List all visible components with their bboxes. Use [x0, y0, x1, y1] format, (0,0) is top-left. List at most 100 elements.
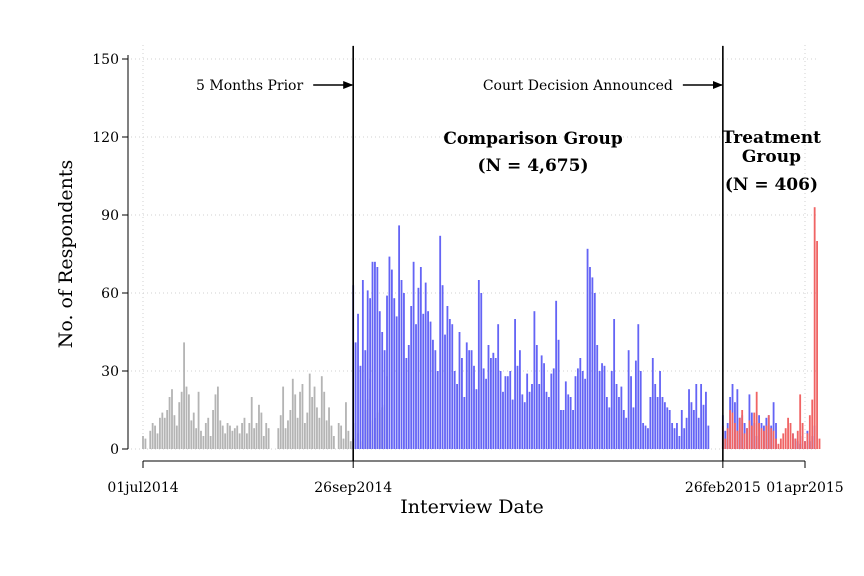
bar	[422, 313, 425, 449]
bar	[248, 423, 251, 449]
bar	[168, 397, 171, 449]
bar	[444, 334, 446, 449]
bar	[231, 430, 234, 449]
bar	[316, 407, 318, 449]
bar	[627, 350, 630, 449]
bar	[468, 350, 471, 449]
bar	[195, 428, 198, 449]
bar	[620, 386, 623, 449]
bar	[448, 319, 451, 449]
bar	[813, 207, 816, 449]
bar	[736, 389, 739, 449]
y-tick-label: 150	[92, 52, 119, 68]
bar	[320, 376, 323, 449]
bar	[543, 363, 545, 449]
bar	[190, 420, 193, 449]
bar	[601, 363, 603, 449]
bar	[415, 324, 417, 449]
bar	[526, 373, 529, 449]
bar	[659, 371, 661, 449]
bar	[734, 423, 736, 449]
bar	[429, 321, 432, 449]
bar	[197, 391, 200, 449]
bar	[323, 391, 326, 449]
group-label-line: Treatment	[722, 128, 821, 148]
bar	[224, 433, 227, 449]
bar	[410, 306, 413, 449]
bar	[219, 420, 222, 449]
bar	[151, 423, 154, 449]
y-axis: 0 30 60 90 120 150	[92, 52, 129, 458]
bar	[634, 360, 637, 449]
bar	[289, 410, 292, 449]
bar	[453, 371, 456, 449]
bar	[378, 311, 381, 449]
bar	[639, 371, 642, 449]
bar	[593, 293, 596, 449]
y-tick-label: 60	[101, 286, 119, 302]
bar	[777, 443, 780, 449]
x-axis-label: Interview Date	[400, 496, 544, 518]
bar	[605, 397, 608, 449]
bar	[608, 407, 611, 449]
bar	[434, 350, 437, 449]
bar	[142, 436, 144, 449]
bar	[330, 425, 333, 449]
group-label-line: Group	[742, 147, 801, 167]
bar	[755, 391, 758, 449]
bar	[528, 391, 531, 449]
bar	[364, 350, 367, 449]
bar	[782, 433, 785, 449]
bar	[511, 399, 514, 449]
bar	[159, 417, 161, 449]
bar	[586, 248, 589, 449]
bar	[506, 376, 509, 449]
bar	[523, 402, 526, 449]
bar	[417, 287, 420, 449]
bar	[502, 391, 504, 449]
bar	[395, 316, 398, 449]
reference-line-label: 5 Months Prior	[196, 78, 303, 94]
bar	[221, 425, 224, 449]
group-label-line: (N = 406)	[725, 175, 818, 195]
bar	[545, 391, 548, 449]
bar	[567, 394, 570, 449]
bar	[342, 438, 345, 449]
bar	[738, 417, 741, 449]
bar	[451, 324, 454, 449]
y-tick-label: 90	[101, 208, 119, 224]
reference-lines: 5 Months Prior Court Decision Announced	[196, 46, 724, 461]
bar	[680, 410, 683, 449]
bar	[284, 428, 287, 449]
bar	[794, 438, 797, 449]
bar	[750, 425, 753, 449]
bar	[516, 365, 519, 449]
group-labels: Comparison Group (N = 4,675) TreatmentGrou…	[443, 128, 821, 195]
bar	[424, 282, 427, 449]
bar	[767, 415, 770, 449]
bar	[236, 425, 239, 449]
bar	[574, 376, 577, 449]
y-axis-label: No. of Respondents	[55, 160, 77, 349]
bar	[613, 319, 616, 449]
bar	[238, 433, 241, 449]
bar	[482, 368, 485, 449]
bar	[369, 298, 372, 449]
bar	[216, 386, 219, 449]
bar	[171, 389, 173, 449]
bar	[154, 425, 156, 449]
bar	[439, 235, 442, 449]
bar	[161, 412, 164, 449]
x-tick-label: 01apr2015	[766, 480, 843, 496]
bar	[736, 430, 739, 449]
bar	[673, 428, 676, 449]
bar	[692, 410, 695, 449]
bar	[514, 319, 516, 449]
bar	[187, 394, 190, 449]
bar	[808, 415, 811, 449]
bar	[651, 358, 654, 449]
bar	[801, 423, 804, 449]
bar	[596, 345, 599, 449]
bar	[265, 423, 268, 449]
bar	[456, 384, 458, 449]
